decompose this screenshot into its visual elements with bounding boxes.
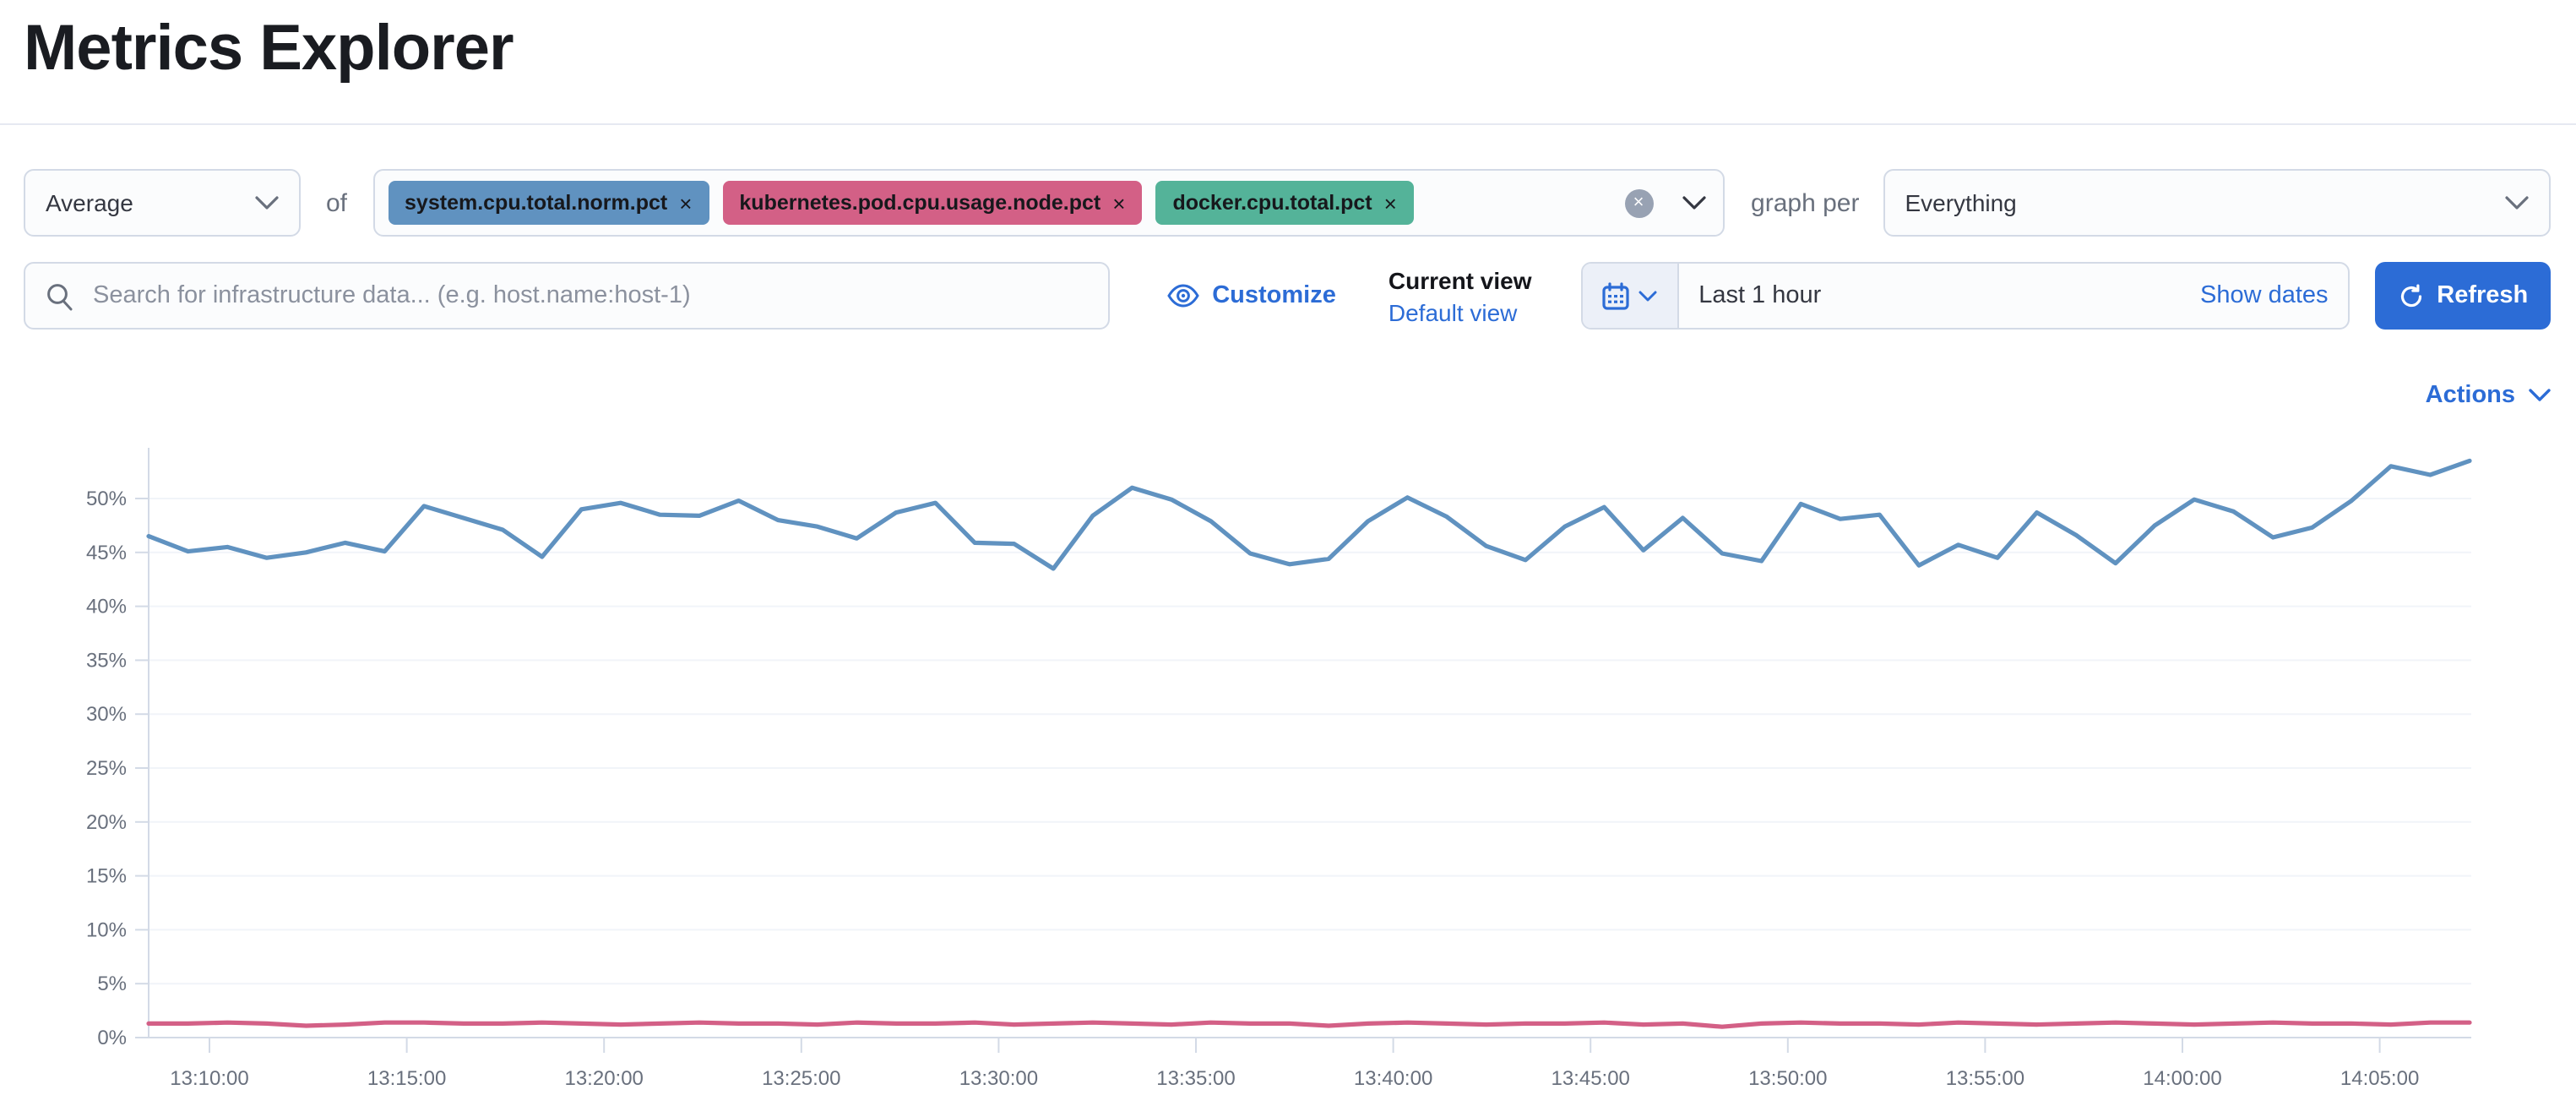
y-axis-label: 20% bbox=[86, 811, 127, 834]
x-axis-label: 13:40:00 bbox=[1354, 1067, 1432, 1090]
x-axis-label: 13:25:00 bbox=[762, 1067, 840, 1090]
search-field[interactable] bbox=[24, 262, 1110, 330]
chevron-down-icon bbox=[2529, 389, 2551, 401]
default-view-link[interactable]: Default view bbox=[1388, 298, 1518, 325]
y-axis-label: 5% bbox=[97, 973, 127, 995]
of-label: of bbox=[326, 188, 348, 217]
search-controls-row: Customize Current view Default view Last… bbox=[24, 262, 2551, 330]
metrics-combobox[interactable]: system.cpu.total.norm.pct × kubernetes.p… bbox=[372, 169, 1725, 237]
show-dates-link[interactable]: Show dates bbox=[2200, 282, 2329, 309]
view-switcher: Current view Default view bbox=[1389, 266, 1546, 325]
y-axis-label: 30% bbox=[86, 703, 127, 726]
search-icon bbox=[47, 283, 73, 310]
graph-per-value: Everything bbox=[1905, 189, 2017, 216]
metric-pill-label: docker.cpu.total.pct bbox=[1172, 191, 1372, 215]
page-title: Metrics Explorer bbox=[24, 14, 514, 84]
chevron-down-icon bbox=[255, 196, 279, 210]
actions-label: Actions bbox=[2425, 382, 2515, 409]
metric-pill-label: kubernetes.pod.cpu.usage.node.pct bbox=[739, 191, 1101, 215]
search-input[interactable] bbox=[90, 281, 1088, 311]
y-axis-label: 10% bbox=[86, 918, 127, 941]
graph-per-label: graph per bbox=[1751, 188, 1860, 217]
series-line-system.cpu.total.norm.pct bbox=[146, 458, 2472, 571]
refresh-button[interactable]: Refresh bbox=[2375, 262, 2551, 330]
x-axis-label: 13:45:00 bbox=[1551, 1067, 1629, 1090]
metric-pill[interactable]: docker.cpu.total.pct × bbox=[1155, 181, 1414, 225]
y-axis-label: 50% bbox=[86, 488, 127, 510]
y-axis-label: 15% bbox=[86, 865, 127, 888]
aggregation-select[interactable]: Average bbox=[24, 169, 301, 237]
chevron-down-icon[interactable] bbox=[1682, 196, 1705, 210]
date-picker-quick-menu-button[interactable] bbox=[1582, 264, 1679, 328]
metric-pill[interactable]: kubernetes.pod.cpu.usage.node.pct × bbox=[722, 181, 1143, 225]
chevron-down-icon bbox=[2505, 196, 2529, 210]
actions-menu-button[interactable]: Actions bbox=[2426, 382, 2551, 409]
series-line-kubernetes.pod.cpu.usage.node.pct bbox=[146, 1020, 2472, 1029]
current-view-label: Current view bbox=[1388, 266, 1532, 293]
remove-metric-icon[interactable]: × bbox=[1383, 190, 1397, 215]
x-axis-label: 13:20:00 bbox=[564, 1067, 643, 1090]
graph-per-select[interactable]: Everything bbox=[1883, 169, 2551, 237]
line-chart: 0% 5% 10% 15% 20% 25% 30% 35% 40% 45% 50% 13:10:00 1… bbox=[86, 448, 2472, 1090]
refresh-label: Refresh bbox=[2437, 282, 2529, 309]
x-axis-label: 14:00:00 bbox=[2143, 1067, 2221, 1090]
y-axis-label: 40% bbox=[86, 596, 127, 618]
metric-pill-list: system.cpu.total.norm.pct × kubernetes.p… bbox=[388, 181, 1611, 225]
y-axis-label: 45% bbox=[86, 542, 127, 564]
customize-label: Customize bbox=[1212, 282, 1336, 309]
x-axis-label: 13:10:00 bbox=[170, 1067, 248, 1090]
y-axis-label: 35% bbox=[86, 649, 127, 672]
x-axis-label: 13:30:00 bbox=[959, 1067, 1038, 1090]
x-axis-label: 14:05:00 bbox=[2340, 1067, 2419, 1090]
x-axis-label: 13:15:00 bbox=[367, 1067, 446, 1090]
calendar-icon bbox=[1602, 281, 1629, 309]
metrics-chart[interactable]: 0% 5% 10% 15% 20% 25% 30% 35% 40% 45% 50% 13:10:00 1… bbox=[0, 433, 2576, 1109]
remove-metric-icon[interactable]: × bbox=[1112, 190, 1126, 215]
chevron-down-icon bbox=[1639, 290, 1657, 301]
metric-controls-row: Average of system.cpu.total.norm.pct × k… bbox=[24, 169, 2551, 237]
y-axis-label: 25% bbox=[86, 757, 127, 780]
x-axis-label: 13:35:00 bbox=[1156, 1067, 1235, 1090]
clear-metrics-button[interactable]: × bbox=[1624, 188, 1654, 217]
remove-metric-icon[interactable]: × bbox=[679, 190, 693, 215]
header-divider bbox=[0, 123, 2576, 125]
y-axis-label: 0% bbox=[97, 1027, 127, 1049]
date-picker: Last 1 hour Show dates bbox=[1580, 262, 2350, 330]
customize-button[interactable]: Customize bbox=[1166, 282, 1336, 309]
metric-pill-label: system.cpu.total.norm.pct bbox=[405, 191, 668, 215]
eye-icon bbox=[1166, 284, 1198, 308]
metric-pill[interactable]: system.cpu.total.norm.pct × bbox=[388, 181, 709, 225]
x-axis-label: 13:50:00 bbox=[1748, 1067, 1827, 1090]
refresh-icon bbox=[2400, 283, 2421, 307]
time-range-value[interactable]: Last 1 hour bbox=[1698, 282, 1822, 309]
aggregation-value: Average bbox=[46, 189, 133, 216]
x-axis-label: 13:55:00 bbox=[1946, 1067, 2024, 1090]
